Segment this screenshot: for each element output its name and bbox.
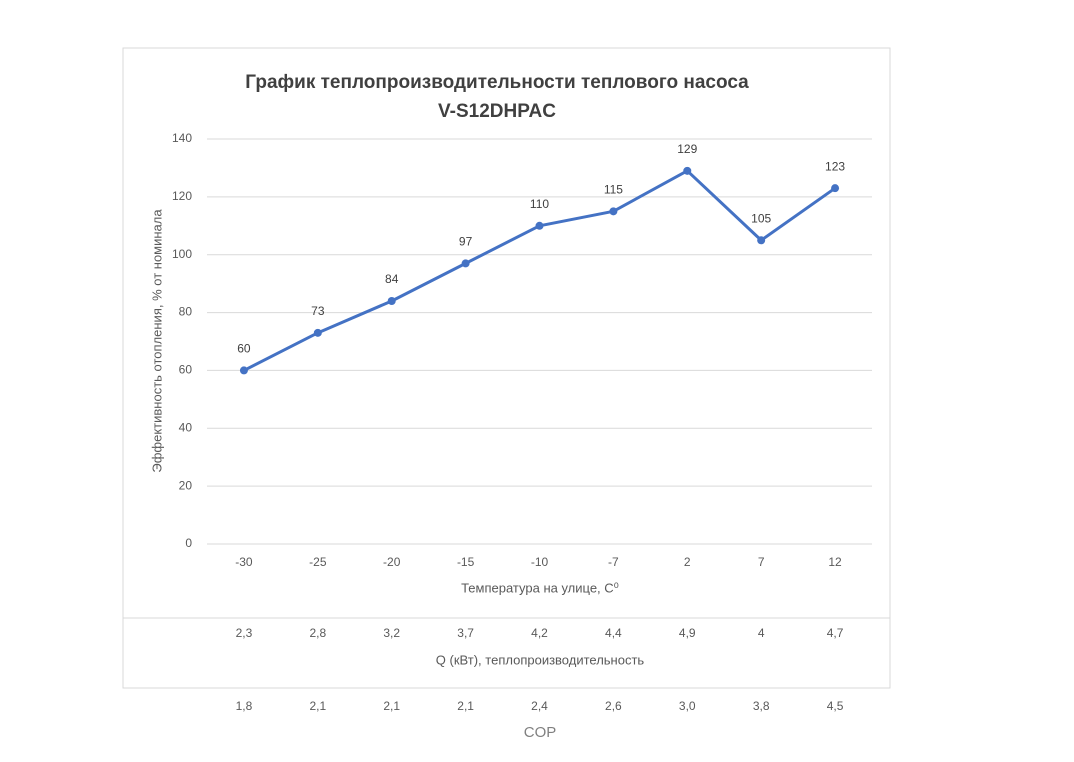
- x-tick-label: -7: [608, 555, 619, 569]
- x-tick-label: -10: [531, 555, 549, 569]
- row-cell: 4,2: [531, 626, 548, 640]
- row-cell: 3,7: [457, 626, 474, 640]
- data-point: [461, 259, 470, 268]
- y-tick-label: 40: [179, 420, 193, 434]
- x-tick-label: -30: [235, 555, 253, 569]
- data-point: [757, 236, 766, 245]
- row-cell: 3,8: [753, 699, 770, 713]
- data-label: 129: [677, 142, 697, 156]
- row-cell: 3,0: [679, 699, 696, 713]
- data-label: 97: [459, 235, 473, 249]
- data-point: [535, 221, 544, 230]
- data-label: 60: [237, 342, 251, 356]
- data-label: 73: [311, 304, 325, 318]
- data-point: [831, 184, 840, 193]
- data-point: [387, 297, 396, 305]
- y-tick-label: 60: [179, 363, 193, 377]
- row-cell: 4,9: [679, 626, 696, 640]
- row-cell: 3,2: [383, 626, 400, 640]
- row-cell: 4,4: [605, 626, 622, 640]
- data-point: [683, 166, 692, 175]
- chart-title: V-S12DHPAC: [438, 101, 556, 122]
- data-label: 105: [751, 211, 771, 225]
- row-cell: 2,1: [457, 699, 474, 713]
- y-tick-label: 140: [172, 131, 192, 145]
- x-tick-label: 7: [758, 555, 765, 569]
- data-point: [313, 328, 322, 337]
- row-cell: 4,5: [827, 699, 844, 713]
- y-axis-title: Эффективность отопления, % от номинала: [149, 209, 164, 473]
- x-tick-label: -20: [383, 555, 401, 569]
- row-label: COP: [524, 724, 557, 741]
- y-tick-label: 80: [179, 305, 193, 319]
- data-label: 84: [385, 272, 399, 286]
- chart-frame: [122, 47, 891, 689]
- row-cell: 4: [758, 626, 765, 640]
- data-label: 115: [604, 182, 623, 196]
- data-label: 110: [530, 197, 549, 211]
- row-cell: 4,7: [827, 626, 844, 640]
- chart-title: График теплопроизводительности теплового…: [245, 72, 749, 93]
- y-tick-label: 120: [172, 189, 192, 203]
- row-label: Q (кВт), теплопроизводительность: [436, 652, 645, 667]
- y-tick-label: 20: [179, 478, 193, 492]
- data-point: [239, 366, 248, 375]
- row-cell: 2,8: [309, 626, 326, 640]
- data-point: [609, 207, 618, 216]
- row-cell: 2,1: [309, 699, 326, 713]
- x-tick-label: 2: [684, 555, 691, 569]
- x-tick-label: -15: [457, 555, 475, 569]
- y-tick-label: 0: [185, 536, 192, 550]
- x-axis-title: Температура на улице, С⁰: [461, 580, 619, 595]
- y-tick-label: 100: [172, 247, 192, 261]
- row-cell: 2,4: [531, 699, 548, 713]
- row-cell: 2,6: [605, 699, 622, 713]
- data-label: 123: [825, 159, 845, 173]
- row-cell: 2,3: [236, 626, 253, 640]
- x-tick-label: 12: [828, 555, 842, 569]
- row-cell: 1,8: [236, 699, 253, 713]
- row-cell: 2,1: [383, 699, 400, 713]
- x-tick-label: -25: [309, 555, 327, 569]
